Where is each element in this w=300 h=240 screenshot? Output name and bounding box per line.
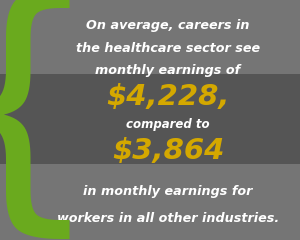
- Text: On average, careers in: On average, careers in: [86, 19, 250, 32]
- Text: compared to: compared to: [126, 118, 210, 131]
- Text: {: {: [0, 0, 103, 240]
- FancyBboxPatch shape: [0, 74, 300, 164]
- Text: monthly earnings of: monthly earnings of: [95, 64, 241, 77]
- Text: $3,864: $3,864: [112, 137, 224, 165]
- Text: $4,228,: $4,228,: [106, 83, 230, 111]
- Text: the healthcare sector see: the healthcare sector see: [76, 42, 260, 54]
- Text: workers in all other industries.: workers in all other industries.: [57, 212, 279, 225]
- Text: in monthly earnings for: in monthly earnings for: [83, 186, 253, 198]
